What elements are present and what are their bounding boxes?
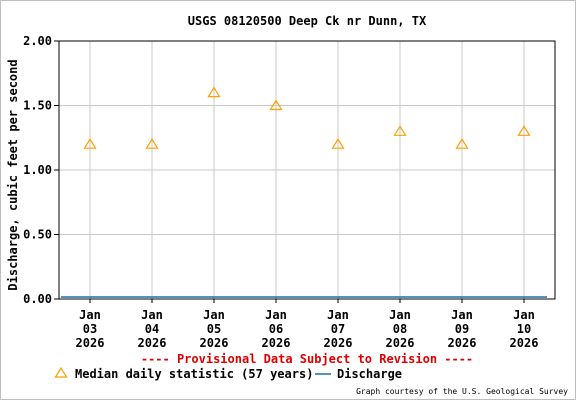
x-tick-label: 03 — [83, 322, 97, 336]
x-tick-label: 05 — [207, 322, 221, 336]
median-point — [517, 125, 531, 136]
x-tick-label: 08 — [393, 322, 407, 336]
legend-discharge-label: Discharge — [337, 367, 402, 381]
x-tick-label: Jan — [513, 308, 535, 322]
y-tick-label: 0.50 — [23, 228, 52, 242]
x-tick-label: 10 — [517, 322, 531, 336]
y-axis-label: Discharge, cubic feet per second — [6, 59, 20, 290]
x-tick-label: 2026 — [138, 336, 167, 350]
x-tick-label: 2026 — [510, 336, 539, 350]
x-tick-label: 2026 — [262, 336, 291, 350]
y-tick-label: 1.00 — [23, 163, 52, 177]
x-tick-label: 09 — [455, 322, 469, 336]
legend-median-label: Median daily statistic (57 years) — [75, 367, 313, 381]
chart-title: USGS 08120500 Deep Ck nr Dunn, TX — [188, 14, 427, 28]
x-tick-label: 2026 — [386, 336, 415, 350]
x-tick-label: Jan — [141, 308, 163, 322]
axis-labels: 0.000.501.001.502.00Jan032026Jan042026Ja… — [23, 34, 538, 350]
x-tick-label: Jan — [451, 308, 473, 322]
grid-lines — [59, 40, 555, 300]
median-point — [269, 99, 283, 111]
y-tick-label: 1.50 — [23, 99, 52, 113]
x-tick-label: Jan — [389, 308, 411, 322]
x-tick-label: 2026 — [76, 336, 105, 350]
x-tick-label: 04 — [145, 322, 159, 336]
median-point — [393, 125, 407, 136]
x-tick-label: 2026 — [324, 336, 353, 350]
y-tick-label: 0.00 — [23, 292, 52, 306]
median-point — [331, 138, 345, 149]
median-point — [207, 86, 221, 98]
median-point — [83, 138, 97, 149]
series-layer — [61, 86, 547, 298]
legend-triangle-icon — [54, 366, 68, 378]
y-tick-label: 2.00 — [23, 34, 52, 48]
x-tick-label: Jan — [327, 308, 349, 322]
median-point — [145, 138, 159, 149]
x-tick-label: Jan — [79, 308, 101, 322]
x-tick-label: 2026 — [200, 336, 229, 350]
provisional-notice: ---- Provisional Data Subject to Revisio… — [141, 352, 473, 366]
x-tick-label: Jan — [265, 308, 287, 322]
legend: Median daily statistic (57 years) Discha… — [54, 366, 402, 381]
credit-text: Graph courtesy of the U.S. Geological Su… — [356, 387, 568, 396]
x-tick-label: 07 — [331, 322, 345, 336]
x-tick-label: Jan — [203, 308, 225, 322]
x-tick-label: 2026 — [448, 336, 477, 350]
x-tick-label: 06 — [269, 322, 283, 336]
median-point — [455, 138, 469, 149]
